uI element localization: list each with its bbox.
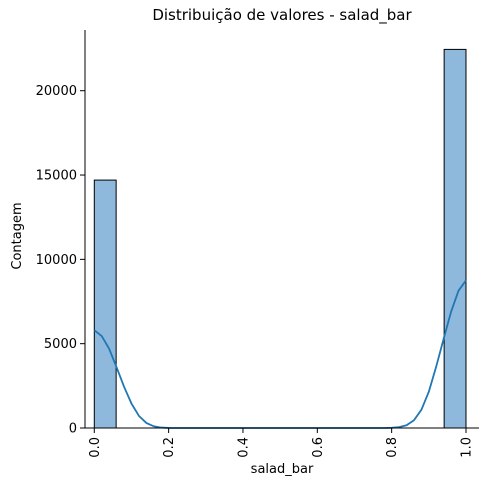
x-tick-label-5: 1.0 [459,437,474,458]
y-tick-label-0: 0 [69,422,77,437]
y-ticks-group: 0 5000 10000 15000 20000 [36,84,85,437]
x-ticks-group: 0.0 0.2 0.4 0.6 0.8 1.0 [88,428,474,458]
y-tick-label-4: 20000 [36,84,77,99]
kde-line [93,279,467,429]
x-tick-label-4: 0.8 [385,437,400,458]
y-tick-label-3: 15000 [36,169,77,184]
bars-group [93,48,467,429]
y-axis-label: Contagem [10,202,25,269]
y-tick-label-2: 10000 [36,253,77,268]
x-axis-label: salad_bar [251,462,314,477]
y-tick-label-1: 5000 [44,337,77,352]
histogram-bar-1 [443,48,467,429]
x-tick-label-2: 0.4 [236,437,251,458]
x-tick-label-1: 0.2 [162,437,177,458]
histogram-bar-0 [93,179,117,429]
x-tick-label-3: 0.6 [311,437,326,458]
chart-title: Distribuição de valores - salad_bar [152,6,412,25]
x-tick-label-0: 0.0 [88,437,103,458]
